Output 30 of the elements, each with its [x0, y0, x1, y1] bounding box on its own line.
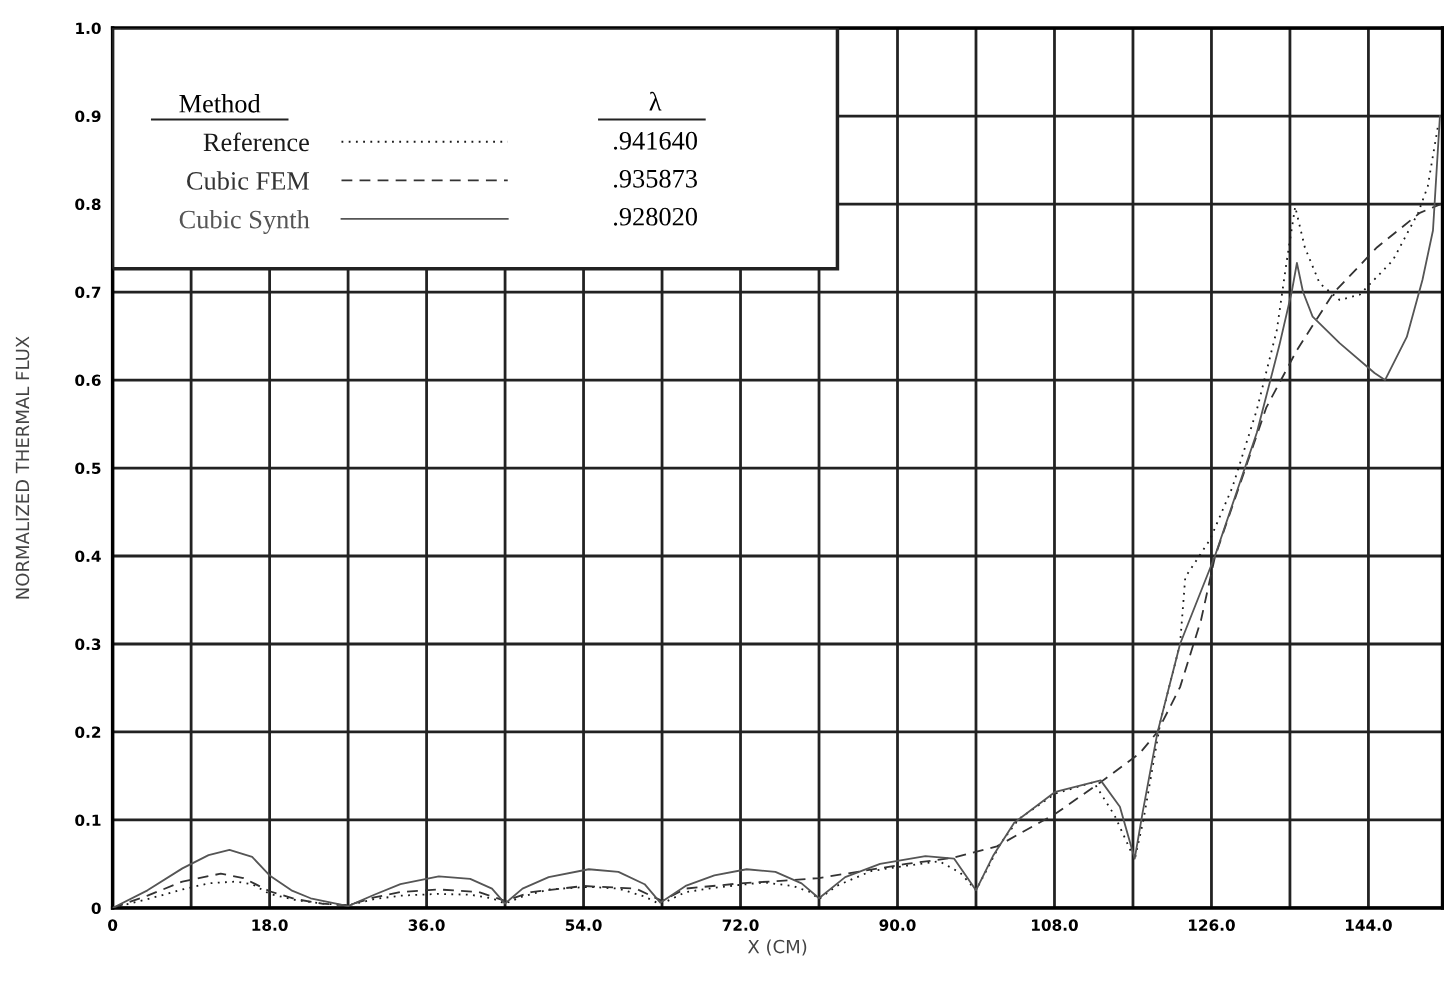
text: Reference: [203, 132, 309, 152]
y-axis-title: NORMALIZED THERMAL FLUX: [15, 336, 30, 599]
x-tick-label: 126.0: [1189, 919, 1235, 931]
x-tick-label: 108.0: [1032, 919, 1078, 931]
annotation: .935873: [613, 169, 697, 188]
text: Cubic FEM: [187, 171, 310, 190]
annotation: .928020: [613, 207, 698, 226]
y-tick-label: 0.1: [75, 814, 101, 826]
y-tick-label: 0: [91, 902, 101, 914]
y-tick-label: 0.2: [75, 726, 101, 738]
y-tick-label: 0.7: [75, 286, 101, 299]
y-tick-label: 0.3: [75, 638, 101, 651]
y-tick-label: 0.6: [75, 374, 101, 387]
x-tick-label: 54.0: [565, 919, 602, 931]
y-tick-label: 0.5: [75, 462, 101, 475]
x-tick-label: 90.0: [879, 919, 916, 931]
y-tick-label: 1.0: [76, 22, 101, 35]
x-tick-label: 0: [108, 919, 118, 931]
annotation: λ: [649, 91, 662, 111]
x-axis-title: X (CM): [747, 939, 807, 956]
text: Cubic Synth: [179, 209, 310, 234]
annotation: .941640: [613, 131, 698, 150]
y-tick-label: 0.8: [75, 198, 101, 211]
x-tick-label: 36.0: [408, 919, 445, 931]
x-tick-label: 72.0: [722, 919, 759, 931]
x-tick-label: 18.0: [252, 919, 288, 931]
legend-title: Method: [179, 94, 261, 113]
x-tick-label: 144.0: [1345, 919, 1392, 931]
y-tick-label: 0.4: [75, 550, 101, 563]
y-tick-label: 0.9: [75, 110, 101, 123]
